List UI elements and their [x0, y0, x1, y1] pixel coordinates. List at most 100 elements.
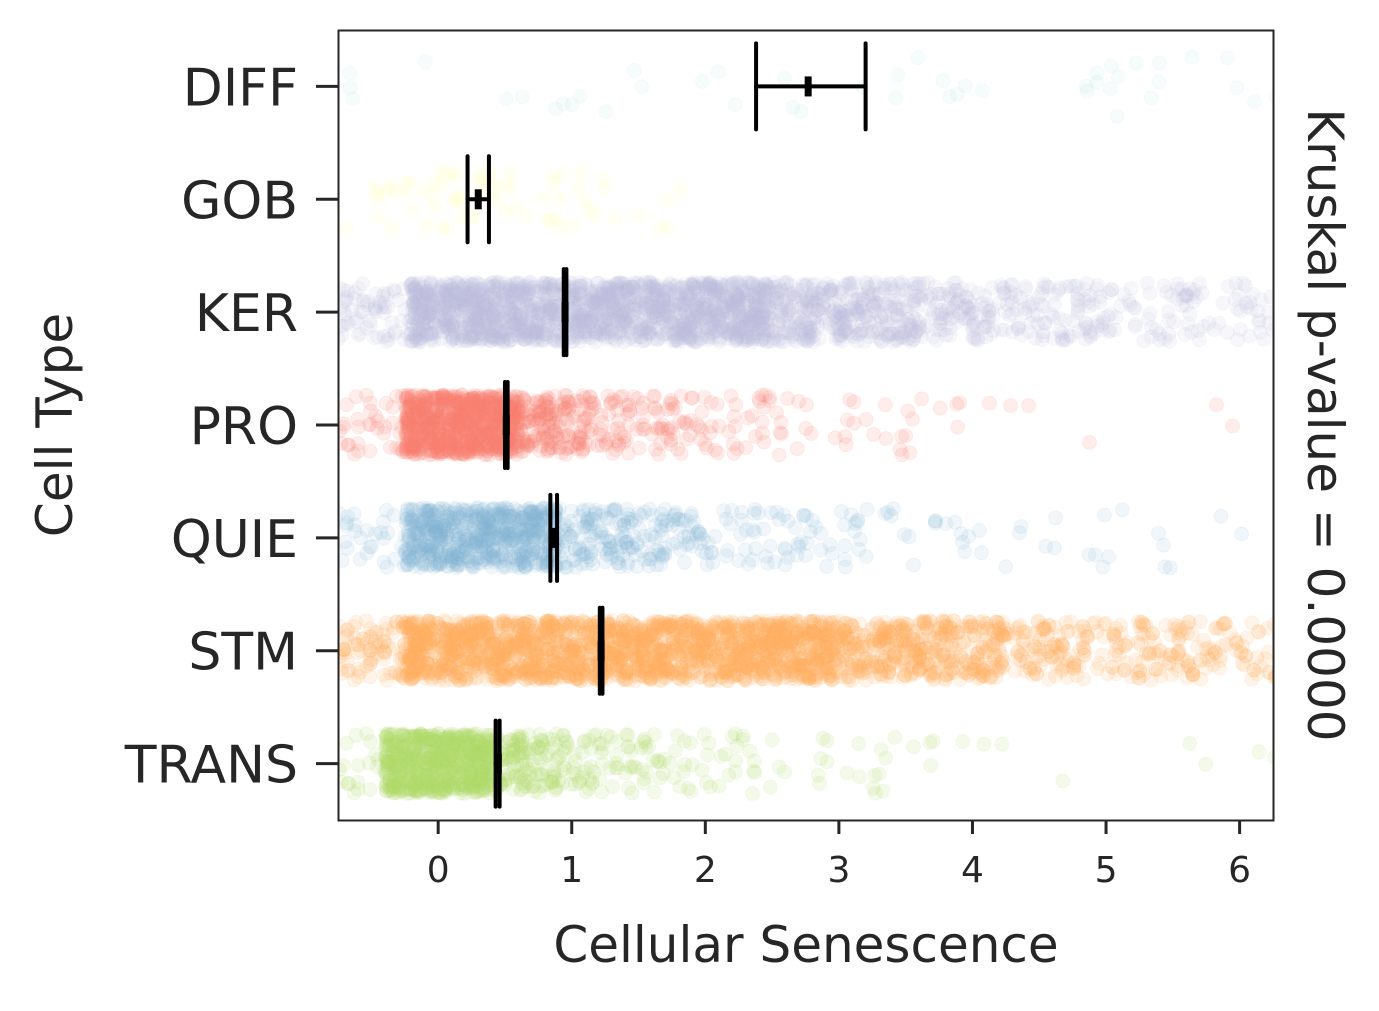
- data-point-gob: [674, 184, 688, 198]
- data-point-quie: [520, 527, 534, 541]
- data-point-quie: [501, 505, 515, 519]
- data-point-pro: [878, 398, 892, 412]
- data-point-ker: [380, 335, 394, 349]
- data-point-diff: [565, 98, 579, 112]
- data-point-diff: [418, 55, 432, 69]
- data-point-quie: [425, 527, 439, 541]
- data-point-ker: [1165, 289, 1179, 303]
- data-point-quie: [678, 555, 692, 569]
- data-point-quie: [929, 514, 943, 528]
- data-point-pro: [1279, 406, 1293, 420]
- data-point-quie: [456, 545, 470, 559]
- data-point-quie: [479, 526, 493, 540]
- data-point-gob: [660, 220, 674, 234]
- data-point-quie: [1367, 535, 1379, 549]
- data-point-diff: [976, 84, 990, 98]
- data-point-pro: [710, 397, 724, 411]
- data-point-ker: [1055, 331, 1069, 345]
- data-point-quie: [1235, 527, 1249, 541]
- data-point-quie: [432, 555, 446, 569]
- data-point-pro: [619, 398, 633, 412]
- data-point-ker: [1158, 332, 1172, 346]
- data-point-pro: [351, 444, 365, 458]
- data-point-ker: [817, 295, 831, 309]
- data-point-diff: [1152, 56, 1166, 70]
- data-point-pro: [664, 437, 678, 451]
- data-point-pro: [370, 421, 384, 435]
- data-point-quie: [1115, 503, 1129, 517]
- data-point-pro: [752, 391, 766, 405]
- data-point-pro: [448, 394, 462, 408]
- data-point-quie: [814, 543, 828, 557]
- data-point-quie: [972, 524, 986, 538]
- data-point-pro: [1004, 399, 1018, 413]
- data-point-gob: [554, 192, 568, 206]
- data-point-quie: [974, 546, 988, 560]
- data-point-quie: [796, 509, 810, 523]
- data-point-pro: [574, 429, 588, 443]
- data-point-pro: [612, 436, 626, 450]
- data-point-ker: [823, 313, 837, 327]
- data-point-ker: [1251, 304, 1265, 318]
- data-point-diff: [1152, 75, 1166, 89]
- data-point-ker: [985, 281, 999, 295]
- data-point-quie: [353, 552, 367, 566]
- data-point-ker: [1011, 322, 1025, 336]
- data-point-pro: [774, 415, 788, 429]
- data-point-diff: [627, 64, 641, 78]
- data-point-ker: [879, 327, 893, 341]
- data-point-quie: [999, 560, 1013, 574]
- data-point-diff: [778, 71, 792, 85]
- data-point-ker: [646, 306, 660, 320]
- data-point-quie: [1158, 560, 1172, 574]
- data-point-pro: [951, 420, 965, 434]
- data-point-quie: [746, 523, 760, 537]
- data-point-gob: [566, 219, 580, 233]
- data-point-ker: [490, 282, 504, 296]
- data-point-ker: [409, 284, 423, 298]
- data-point-ker: [1013, 291, 1027, 305]
- data-point-pro: [905, 412, 919, 426]
- data-point-pro: [915, 392, 929, 406]
- data-point-quie: [777, 508, 791, 522]
- data-point-ker: [852, 304, 866, 318]
- data-point-quie: [652, 544, 666, 558]
- data-point-ker: [1005, 278, 1019, 292]
- data-point-pro: [792, 394, 806, 408]
- data-point-ker: [744, 276, 758, 290]
- data-point-ker: [895, 325, 909, 339]
- data-point-quie: [412, 502, 426, 516]
- data-point-pro: [700, 441, 714, 455]
- data-point-ker: [883, 276, 897, 290]
- data-point-pro: [578, 412, 592, 426]
- data-point-quie: [642, 559, 656, 573]
- data-point-ker: [377, 296, 391, 310]
- data-point-quie: [496, 547, 510, 561]
- data-point-ker: [851, 327, 865, 341]
- data-point-gob: [385, 221, 399, 235]
- data-point-ker: [745, 332, 759, 346]
- data-point-pro: [462, 397, 476, 411]
- data-point-quie: [1098, 508, 1112, 522]
- data-point-quie: [608, 539, 622, 553]
- data-point-pro: [649, 442, 663, 456]
- data-point-ker: [608, 332, 622, 346]
- data-point-gob: [573, 166, 587, 180]
- data-point-ker: [439, 320, 453, 334]
- data-point-diff: [695, 75, 709, 89]
- data-point-ker: [1123, 297, 1137, 311]
- data-point-ker: [838, 324, 852, 338]
- data-point-quie: [593, 542, 607, 556]
- data-point-ker: [1045, 308, 1059, 322]
- data-point-quie: [1214, 509, 1228, 523]
- data-point-ker: [661, 281, 675, 295]
- data-point-quie: [629, 548, 643, 562]
- data-point-ker: [753, 312, 767, 326]
- data-point-pro: [636, 422, 650, 436]
- data-point-ker: [363, 318, 377, 332]
- data-point-quie: [671, 512, 685, 526]
- data-point-ker: [1360, 319, 1374, 333]
- data-point-ker: [1128, 317, 1142, 331]
- data-point-pro: [953, 396, 967, 410]
- data-point-quie: [430, 504, 444, 518]
